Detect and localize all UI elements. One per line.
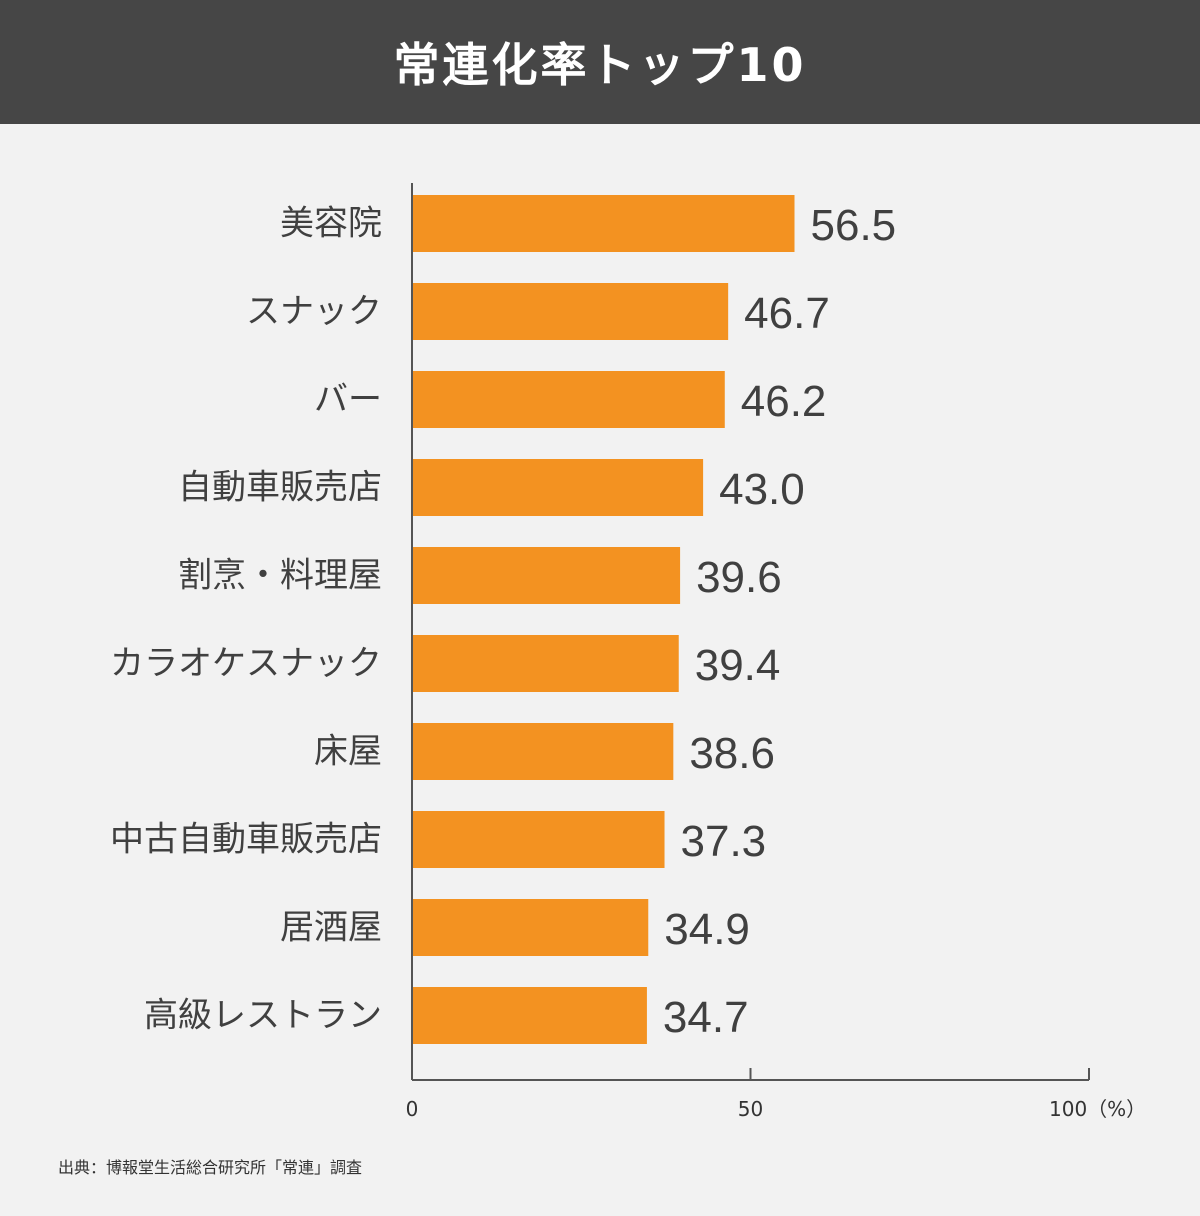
bar: [412, 723, 674, 780]
source-note: 出典：博報堂生活総合研究所「常連」調査: [58, 1158, 363, 1177]
bar: [412, 987, 647, 1044]
category-label: スナック: [246, 292, 382, 332]
category-label: カラオケスナック: [110, 644, 382, 684]
bar: [412, 371, 725, 428]
x-tick-label: 0: [406, 1097, 419, 1121]
value-label: 39.4: [695, 641, 781, 690]
chart-header: 常連化率トップ10: [0, 0, 1200, 124]
value-label: 34.9: [664, 905, 750, 954]
category-label: 自動車販売店: [178, 468, 382, 508]
category-label: 居酒屋: [280, 908, 382, 948]
value-label: 37.3: [681, 817, 767, 866]
bar: [412, 283, 729, 340]
chart-title: 常連化率トップ10: [393, 38, 807, 92]
x-tick-label: 100（%）: [1049, 1097, 1146, 1121]
category-label: 高級レストラン: [144, 996, 382, 1036]
value-label: 56.5: [811, 201, 897, 250]
category-label: 美容院: [280, 204, 382, 244]
value-label: 43.0: [719, 465, 805, 514]
category-label: バー: [314, 380, 382, 420]
value-label: 46.2: [741, 377, 827, 426]
value-label: 46.7: [744, 289, 830, 338]
value-label: 34.7: [663, 993, 749, 1042]
category-label: 中古自動車販売店: [110, 820, 382, 860]
value-label: 39.6: [696, 553, 782, 602]
category-label: 床屋: [314, 732, 382, 772]
bar: [412, 195, 795, 252]
category-label: 割烹・料理屋: [178, 556, 382, 596]
value-label: 38.6: [689, 729, 775, 778]
bar: [412, 459, 704, 516]
bar: [412, 811, 665, 868]
bar: [412, 899, 649, 956]
x-tick-label: 50: [738, 1097, 763, 1121]
bar: [412, 635, 679, 692]
bar: [412, 547, 681, 604]
